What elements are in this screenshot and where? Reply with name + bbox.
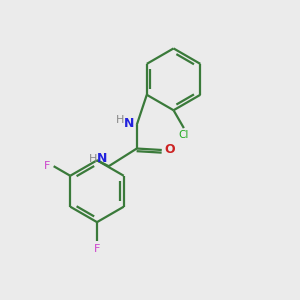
Text: Cl: Cl (179, 130, 189, 140)
Text: H: H (88, 154, 97, 164)
Text: H: H (116, 115, 125, 125)
Text: F: F (94, 244, 100, 254)
Text: O: O (165, 143, 175, 157)
Text: N: N (124, 117, 134, 130)
Text: F: F (44, 161, 51, 171)
Text: N: N (97, 152, 107, 165)
